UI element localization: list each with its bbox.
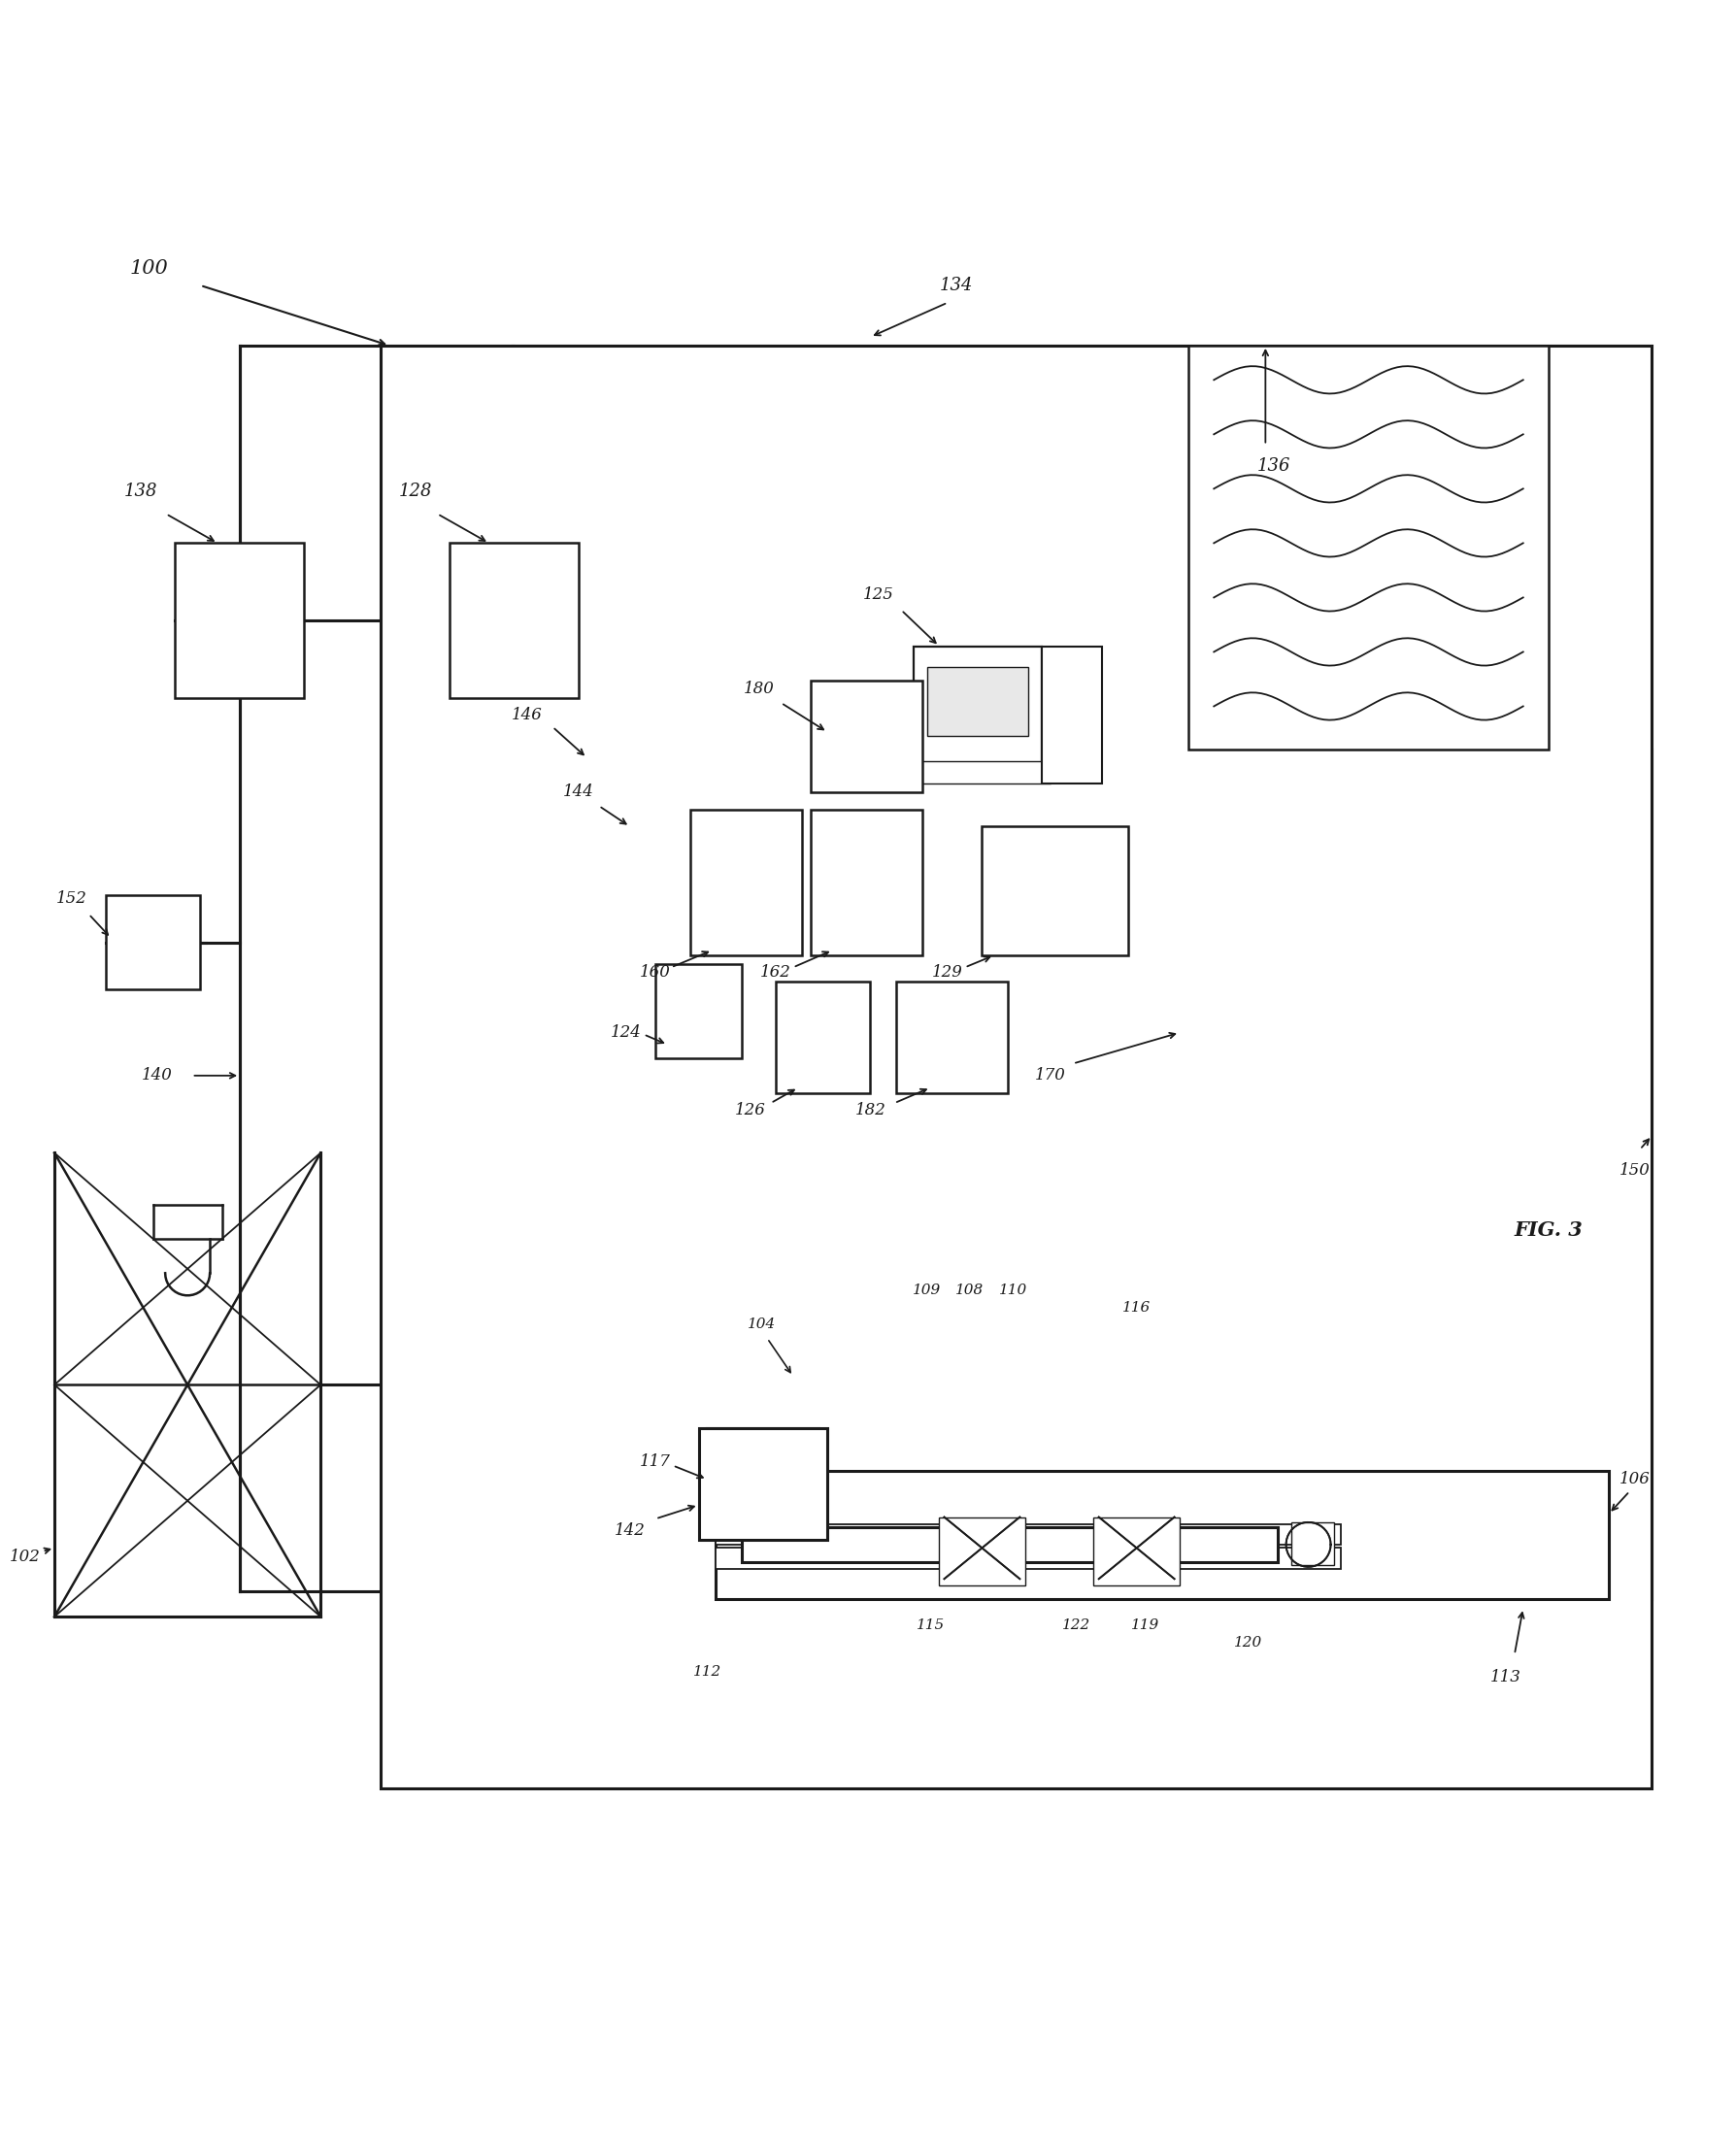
Text: 122: 122 (1062, 1618, 1090, 1633)
Text: 182: 182 (854, 1101, 885, 1118)
Text: 150: 150 (1620, 1161, 1651, 1178)
Text: 112: 112 (693, 1665, 722, 1679)
Bar (927, 666, 1028, 736)
Text: 136: 136 (1257, 457, 1292, 474)
Text: 106: 106 (1620, 1470, 1651, 1487)
Text: 144: 144 (562, 783, 594, 800)
Text: 160: 160 (641, 965, 672, 982)
Text: 140: 140 (142, 1067, 174, 1084)
Text: 138: 138 (123, 482, 156, 499)
Text: 128: 128 (398, 482, 432, 499)
Text: 113: 113 (1491, 1669, 1521, 1686)
Text: 126: 126 (734, 1101, 766, 1118)
Text: 116: 116 (1123, 1302, 1151, 1315)
Text: 129: 129 (932, 965, 963, 982)
Bar (811, 809, 922, 956)
Bar (904, 762, 1050, 783)
Bar (1187, 346, 1549, 749)
Text: 152: 152 (56, 890, 87, 907)
Bar (1094, 1517, 1179, 1586)
Text: 124: 124 (611, 1024, 642, 1041)
Bar (776, 982, 870, 1093)
Bar (698, 1428, 828, 1539)
Text: 108: 108 (957, 1283, 984, 1297)
Text: 134: 134 (939, 277, 972, 294)
Text: 102: 102 (10, 1549, 40, 1564)
Bar (175, 542, 304, 698)
Bar (741, 1528, 1278, 1562)
Bar (707, 1428, 819, 1522)
Bar (811, 681, 922, 792)
Bar (380, 346, 1653, 1788)
Bar (106, 896, 200, 990)
Bar (450, 542, 578, 698)
Text: 170: 170 (1035, 1067, 1066, 1084)
Text: 162: 162 (760, 965, 792, 982)
Text: 142: 142 (615, 1522, 646, 1539)
Text: FIG. 3: FIG. 3 (1514, 1221, 1583, 1240)
Bar (1292, 1522, 1335, 1564)
Text: 117: 117 (641, 1453, 672, 1470)
Bar (983, 826, 1128, 956)
Text: 120: 120 (1234, 1635, 1262, 1650)
Text: 109: 109 (913, 1283, 941, 1297)
Bar (689, 809, 802, 956)
Bar (715, 1547, 1340, 1568)
Text: 115: 115 (917, 1618, 944, 1633)
Bar (913, 647, 1042, 766)
Bar (656, 965, 741, 1058)
Text: 100: 100 (130, 258, 168, 277)
Bar (715, 1470, 1609, 1600)
Bar (939, 1517, 1024, 1586)
Bar (896, 982, 1009, 1093)
Text: 125: 125 (863, 587, 894, 604)
Text: 104: 104 (748, 1319, 776, 1332)
Text: 146: 146 (512, 706, 542, 723)
Text: 180: 180 (743, 681, 774, 698)
Bar (715, 1524, 1340, 1545)
Bar (1042, 647, 1102, 783)
Text: 110: 110 (998, 1283, 1028, 1297)
Text: 119: 119 (1132, 1618, 1160, 1633)
